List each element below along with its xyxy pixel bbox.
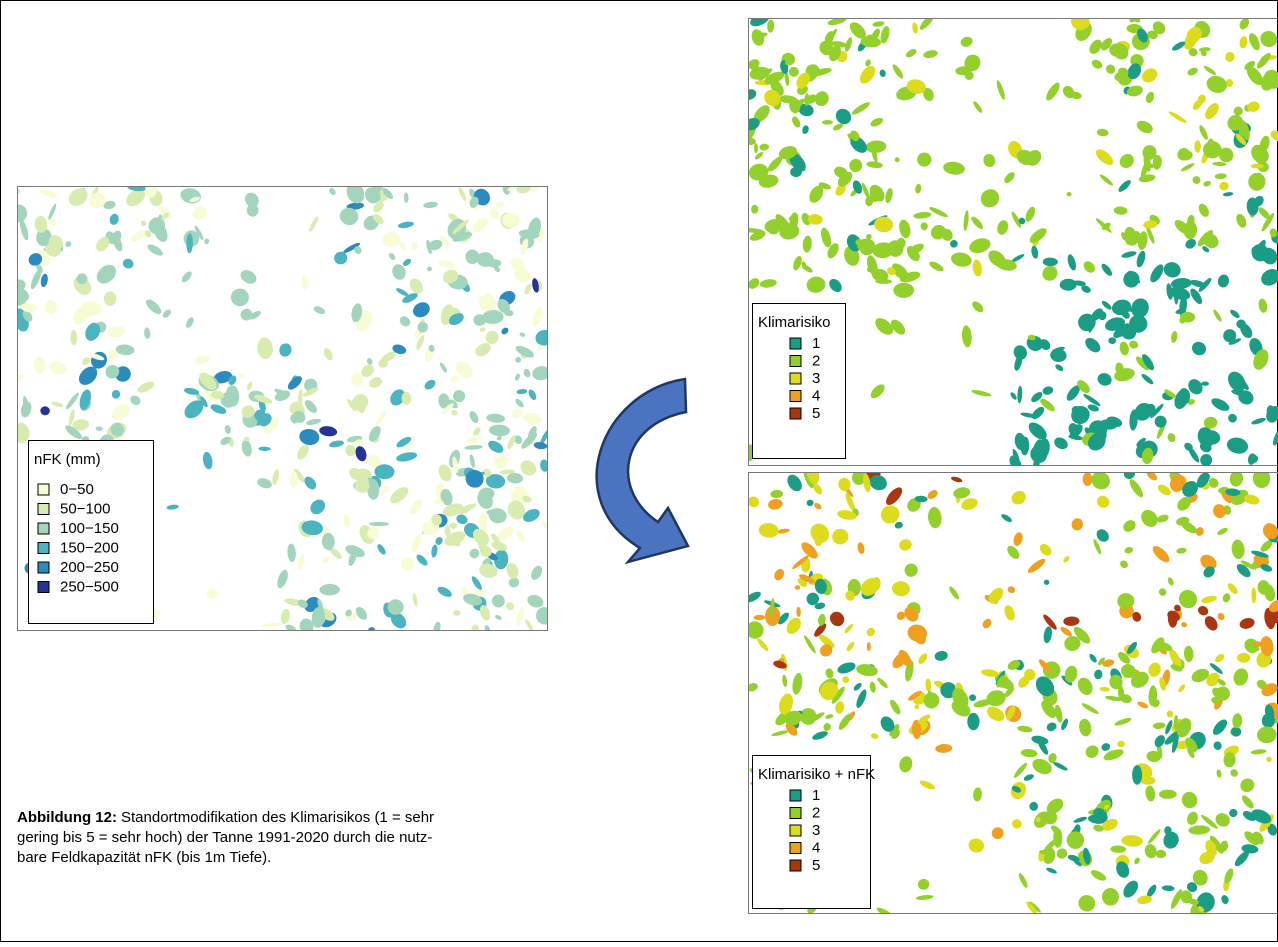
legend-swatch: [790, 373, 801, 384]
page-border: [1, 1, 1278, 942]
legend-swatch: [790, 860, 801, 871]
patch: [1132, 765, 1142, 785]
legend-swatch: [38, 562, 49, 573]
legend-swatch: [790, 843, 801, 854]
legend-label: 3: [812, 370, 820, 387]
legend-label: 100−150: [60, 520, 119, 537]
legend-swatch: [790, 408, 801, 419]
legend-swatch: [38, 543, 49, 554]
legend-label: 5: [812, 405, 820, 422]
legend-swatch: [790, 356, 801, 367]
caption-label: Abbildung 12:: [17, 809, 117, 826]
patch: [969, 694, 976, 701]
legend-swatch: [790, 790, 801, 801]
legend-label: 5: [812, 857, 820, 874]
legend-swatch: [790, 808, 801, 819]
patch: [1159, 790, 1177, 799]
figure: Abbildung 12:Standortmodifikation des Kl…: [0, 0, 1278, 942]
legend-label: 4: [812, 387, 820, 404]
legend-swatch: [38, 484, 49, 495]
caption-line: Abbildung 12:Standortmodifikation des Kl…: [17, 809, 434, 826]
patch: [1251, 164, 1264, 169]
legend-swatch: [790, 825, 801, 836]
patch: [867, 642, 871, 651]
legend-title: Klimarisiko: [758, 314, 831, 331]
legend-swatch: [38, 582, 49, 593]
caption-line: gering bis 5 = sehr hoch) der Tanne 1991…: [17, 829, 432, 846]
legend-label: 1: [812, 335, 820, 352]
legend-swatch: [790, 338, 801, 349]
legend-label: 2: [812, 352, 820, 369]
legend-label: 150−200: [60, 539, 119, 556]
legend-swatch: [38, 523, 49, 534]
patch: [369, 522, 389, 526]
legend-label: 0−50: [60, 481, 94, 498]
legend-label: 50−100: [60, 500, 110, 517]
legend-swatch: [790, 391, 801, 402]
legend-title: Klimarisiko + nFK: [758, 766, 875, 783]
legend-label: 250−500: [60, 578, 119, 595]
patch: [1194, 140, 1200, 153]
legend-title: nFK (mm): [34, 451, 101, 468]
legend-label: 4: [812, 839, 820, 856]
patch: [290, 471, 299, 487]
legend-label: 1: [812, 787, 820, 804]
patch: [1083, 472, 1093, 486]
caption-text: Standortmodifikation des Klimarisikos (1…: [121, 809, 434, 826]
caption-line: bare Feldkapazität nFK (bis 1m Tiefe).: [17, 849, 271, 866]
legend-swatch: [38, 504, 49, 515]
legend-label: 2: [812, 804, 820, 821]
legend-label: 200−250: [60, 559, 119, 576]
patch: [402, 392, 412, 405]
legend-label: 3: [812, 822, 820, 839]
patch: [1178, 388, 1190, 404]
patch: [967, 713, 979, 730]
patch: [795, 585, 801, 590]
page: Abbildung 12:Standortmodifikation des Kl…: [0, 0, 1278, 947]
